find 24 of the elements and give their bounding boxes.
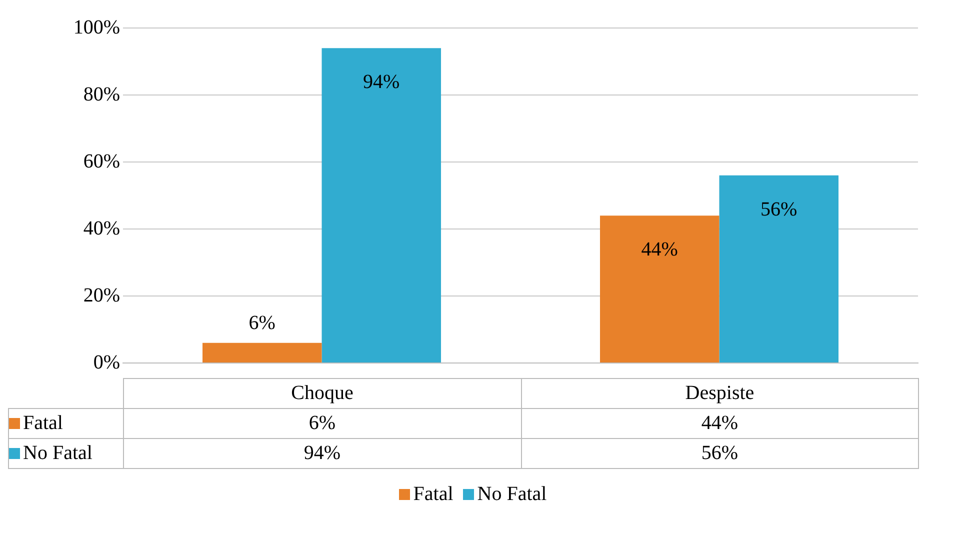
- bar: [600, 216, 720, 362]
- y-tick-label: 20%: [83, 284, 120, 306]
- y-tick-label: 60%: [83, 150, 120, 172]
- text: 44%: [641, 238, 678, 261]
- text: 94%: [363, 71, 400, 94]
- bar: [202, 342, 322, 362]
- y-tick-label: 0%: [93, 351, 120, 374]
- text: 56%: [760, 198, 798, 220]
- data-label: 6%: [124, 408, 521, 438]
- y-tick-label: 100%: [73, 16, 120, 38]
- data-label: 94%: [124, 438, 521, 468]
- data-label: 44%: [521, 408, 918, 438]
- x-tick-label: Choque: [124, 378, 521, 408]
- y-tick-label: 40%: [83, 217, 120, 240]
- bar: [719, 175, 838, 362]
- x-tick-label: Despiste: [521, 378, 918, 408]
- legend-label: Fatal: [413, 483, 454, 506]
- data-label: 56%: [521, 438, 918, 468]
- legend-label: No Fatal: [477, 483, 547, 506]
- text: Fatal: [23, 412, 63, 434]
- text: No Fatal: [23, 442, 92, 464]
- text: 6%: [248, 312, 276, 334]
- y-tick-label: 80%: [83, 83, 120, 106]
- bar: [322, 48, 441, 362]
